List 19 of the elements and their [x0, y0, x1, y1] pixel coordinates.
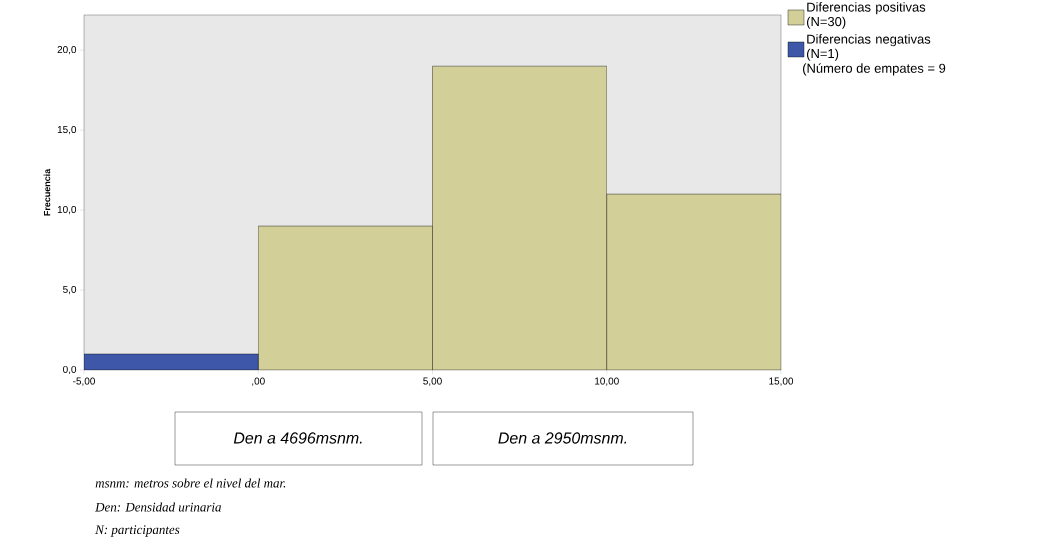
- x-tick-label: 15,00: [769, 377, 794, 386]
- x-tick-label: 5,00: [423, 377, 442, 386]
- legend-label: Diferencias negativas (N=1): [807, 34, 931, 61]
- y-tick-label: 5,0: [63, 285, 77, 295]
- y-tick-label: 10,0: [57, 205, 77, 215]
- text: N: participantes: [95, 525, 180, 537]
- legend-label: Diferencias positivas (N=30): [807, 2, 926, 29]
- y-tick-label: 15,0: [57, 126, 77, 135]
- y-axis-title: Frecuencia: [43, 168, 51, 216]
- y-tick-label: 20,0: [57, 46, 77, 55]
- y-tick-label: 0,0: [63, 365, 77, 375]
- x-tick-label: 10,00: [595, 377, 619, 386]
- text: Den a 2950msnm.: [498, 432, 627, 444]
- text: (Número de empates = 9: [803, 63, 946, 76]
- text: Den a 4696msnm.: [233, 432, 362, 444]
- x-tick-label: -5,00: [73, 377, 95, 386]
- text: msnm: metros sobre el nivel del mar.: [95, 478, 286, 488]
- text: Den: Densidad urinaria: [95, 502, 221, 512]
- x-tick-label: ,00: [252, 377, 265, 386]
